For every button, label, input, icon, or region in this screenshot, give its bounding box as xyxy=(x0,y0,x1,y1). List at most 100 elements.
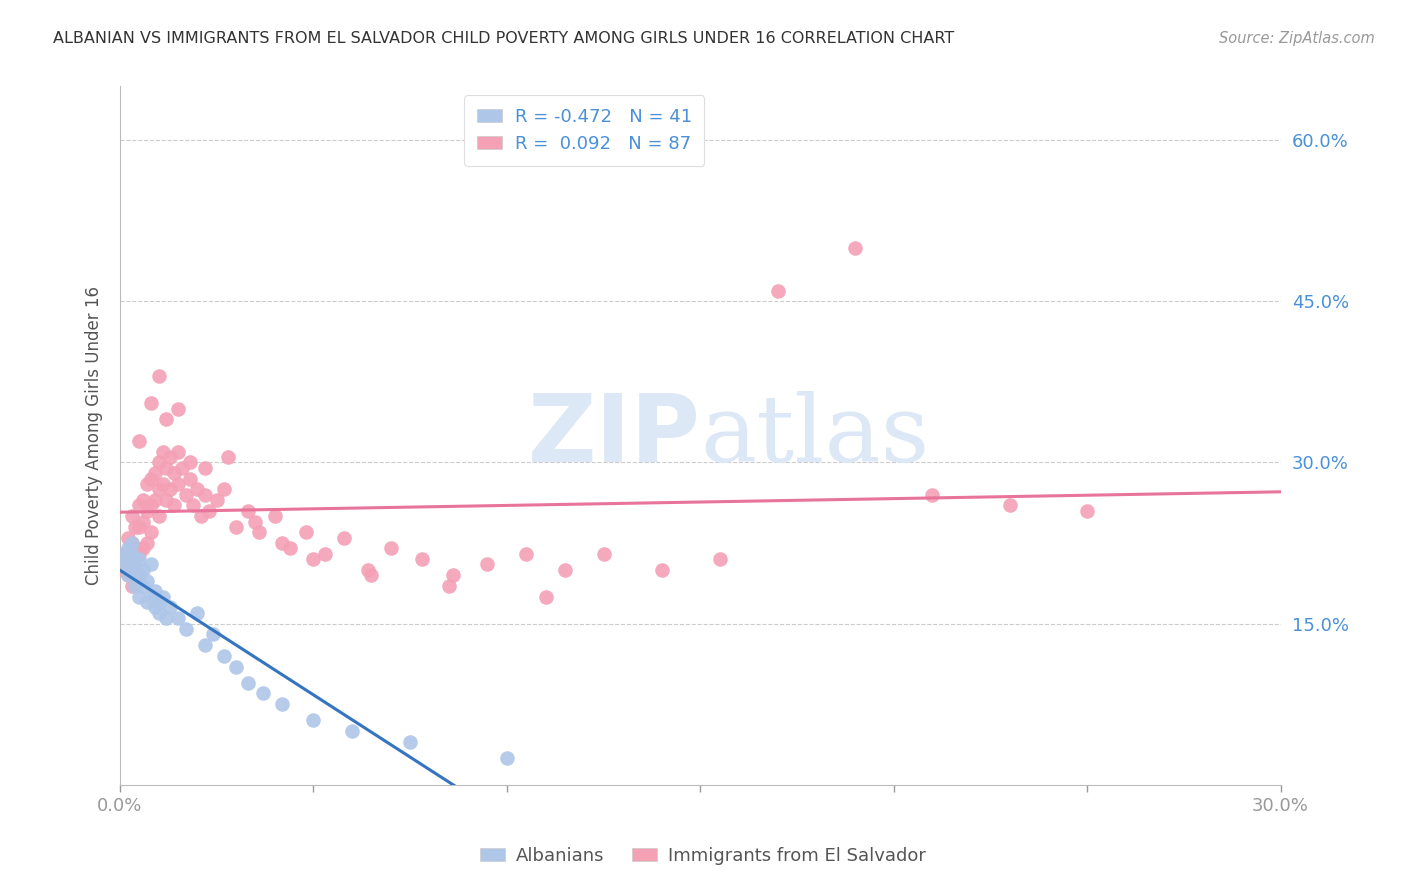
Text: ALBANIAN VS IMMIGRANTS FROM EL SALVADOR CHILD POVERTY AMONG GIRLS UNDER 16 CORRE: ALBANIAN VS IMMIGRANTS FROM EL SALVADOR … xyxy=(53,31,955,46)
Text: atlas: atlas xyxy=(700,391,929,481)
Point xyxy=(117,531,139,545)
Point xyxy=(225,520,247,534)
Point xyxy=(155,611,177,625)
Point xyxy=(844,240,866,254)
Point xyxy=(136,536,159,550)
Point xyxy=(333,531,356,545)
Text: ZIP: ZIP xyxy=(527,390,700,482)
Point xyxy=(236,504,259,518)
Legend: R = -0.472   N = 41, R =  0.092   N = 87: R = -0.472 N = 41, R = 0.092 N = 87 xyxy=(464,95,704,166)
Point xyxy=(132,579,155,593)
Point xyxy=(132,515,155,529)
Legend: Albanians, Immigrants from El Salvador: Albanians, Immigrants from El Salvador xyxy=(472,840,934,872)
Point xyxy=(399,735,422,749)
Point xyxy=(124,568,146,582)
Point xyxy=(709,552,731,566)
Point xyxy=(651,563,673,577)
Text: Source: ZipAtlas.com: Source: ZipAtlas.com xyxy=(1219,31,1375,46)
Point xyxy=(117,568,139,582)
Point xyxy=(112,558,135,572)
Point xyxy=(167,401,190,416)
Point xyxy=(143,584,166,599)
Point xyxy=(201,627,224,641)
Point xyxy=(198,504,221,518)
Point xyxy=(217,450,239,464)
Point xyxy=(921,488,943,502)
Point xyxy=(121,563,143,577)
Point xyxy=(136,595,159,609)
Point xyxy=(117,541,139,556)
Point xyxy=(128,499,150,513)
Point xyxy=(155,460,177,475)
Point xyxy=(143,600,166,615)
Point xyxy=(136,476,159,491)
Point xyxy=(148,455,170,469)
Point xyxy=(143,493,166,508)
Point xyxy=(159,600,181,615)
Point xyxy=(167,444,190,458)
Point xyxy=(124,541,146,556)
Point xyxy=(117,552,139,566)
Point xyxy=(139,558,162,572)
Point xyxy=(152,590,174,604)
Point xyxy=(139,396,162,410)
Point xyxy=(194,460,217,475)
Point xyxy=(148,369,170,384)
Point xyxy=(139,499,162,513)
Point xyxy=(360,568,382,582)
Point xyxy=(411,552,433,566)
Point xyxy=(186,606,208,620)
Point xyxy=(766,284,789,298)
Point xyxy=(148,595,170,609)
Point xyxy=(152,476,174,491)
Point xyxy=(225,659,247,673)
Point xyxy=(128,590,150,604)
Point xyxy=(214,648,236,663)
Point xyxy=(159,483,181,497)
Point xyxy=(139,590,162,604)
Point xyxy=(179,471,201,485)
Point xyxy=(340,724,363,739)
Point xyxy=(294,525,316,540)
Point xyxy=(252,686,274,700)
Point xyxy=(271,697,294,711)
Point xyxy=(170,460,193,475)
Point xyxy=(998,499,1021,513)
Point xyxy=(380,541,402,556)
Point xyxy=(174,622,197,636)
Point xyxy=(136,504,159,518)
Point xyxy=(278,541,301,556)
Point xyxy=(121,579,143,593)
Point xyxy=(534,590,557,604)
Point xyxy=(247,525,270,540)
Point xyxy=(112,547,135,561)
Point xyxy=(167,476,190,491)
Point xyxy=(143,466,166,480)
Point xyxy=(441,568,464,582)
Point xyxy=(155,493,177,508)
Point xyxy=(112,547,135,561)
Point xyxy=(174,488,197,502)
Point xyxy=(314,547,336,561)
Point xyxy=(124,558,146,572)
Point xyxy=(148,509,170,524)
Point xyxy=(128,568,150,582)
Point xyxy=(183,499,205,513)
Point xyxy=(128,520,150,534)
Point xyxy=(159,450,181,464)
Point xyxy=(121,509,143,524)
Point xyxy=(136,574,159,588)
Point xyxy=(592,547,614,561)
Point xyxy=(302,552,325,566)
Point xyxy=(148,483,170,497)
Point xyxy=(112,563,135,577)
Point xyxy=(477,558,499,572)
Point xyxy=(152,444,174,458)
Point xyxy=(1076,504,1098,518)
Point xyxy=(163,466,186,480)
Point xyxy=(167,611,190,625)
Y-axis label: Child Poverty Among Girls Under 16: Child Poverty Among Girls Under 16 xyxy=(86,286,103,585)
Point xyxy=(194,488,217,502)
Point xyxy=(205,493,228,508)
Point xyxy=(132,493,155,508)
